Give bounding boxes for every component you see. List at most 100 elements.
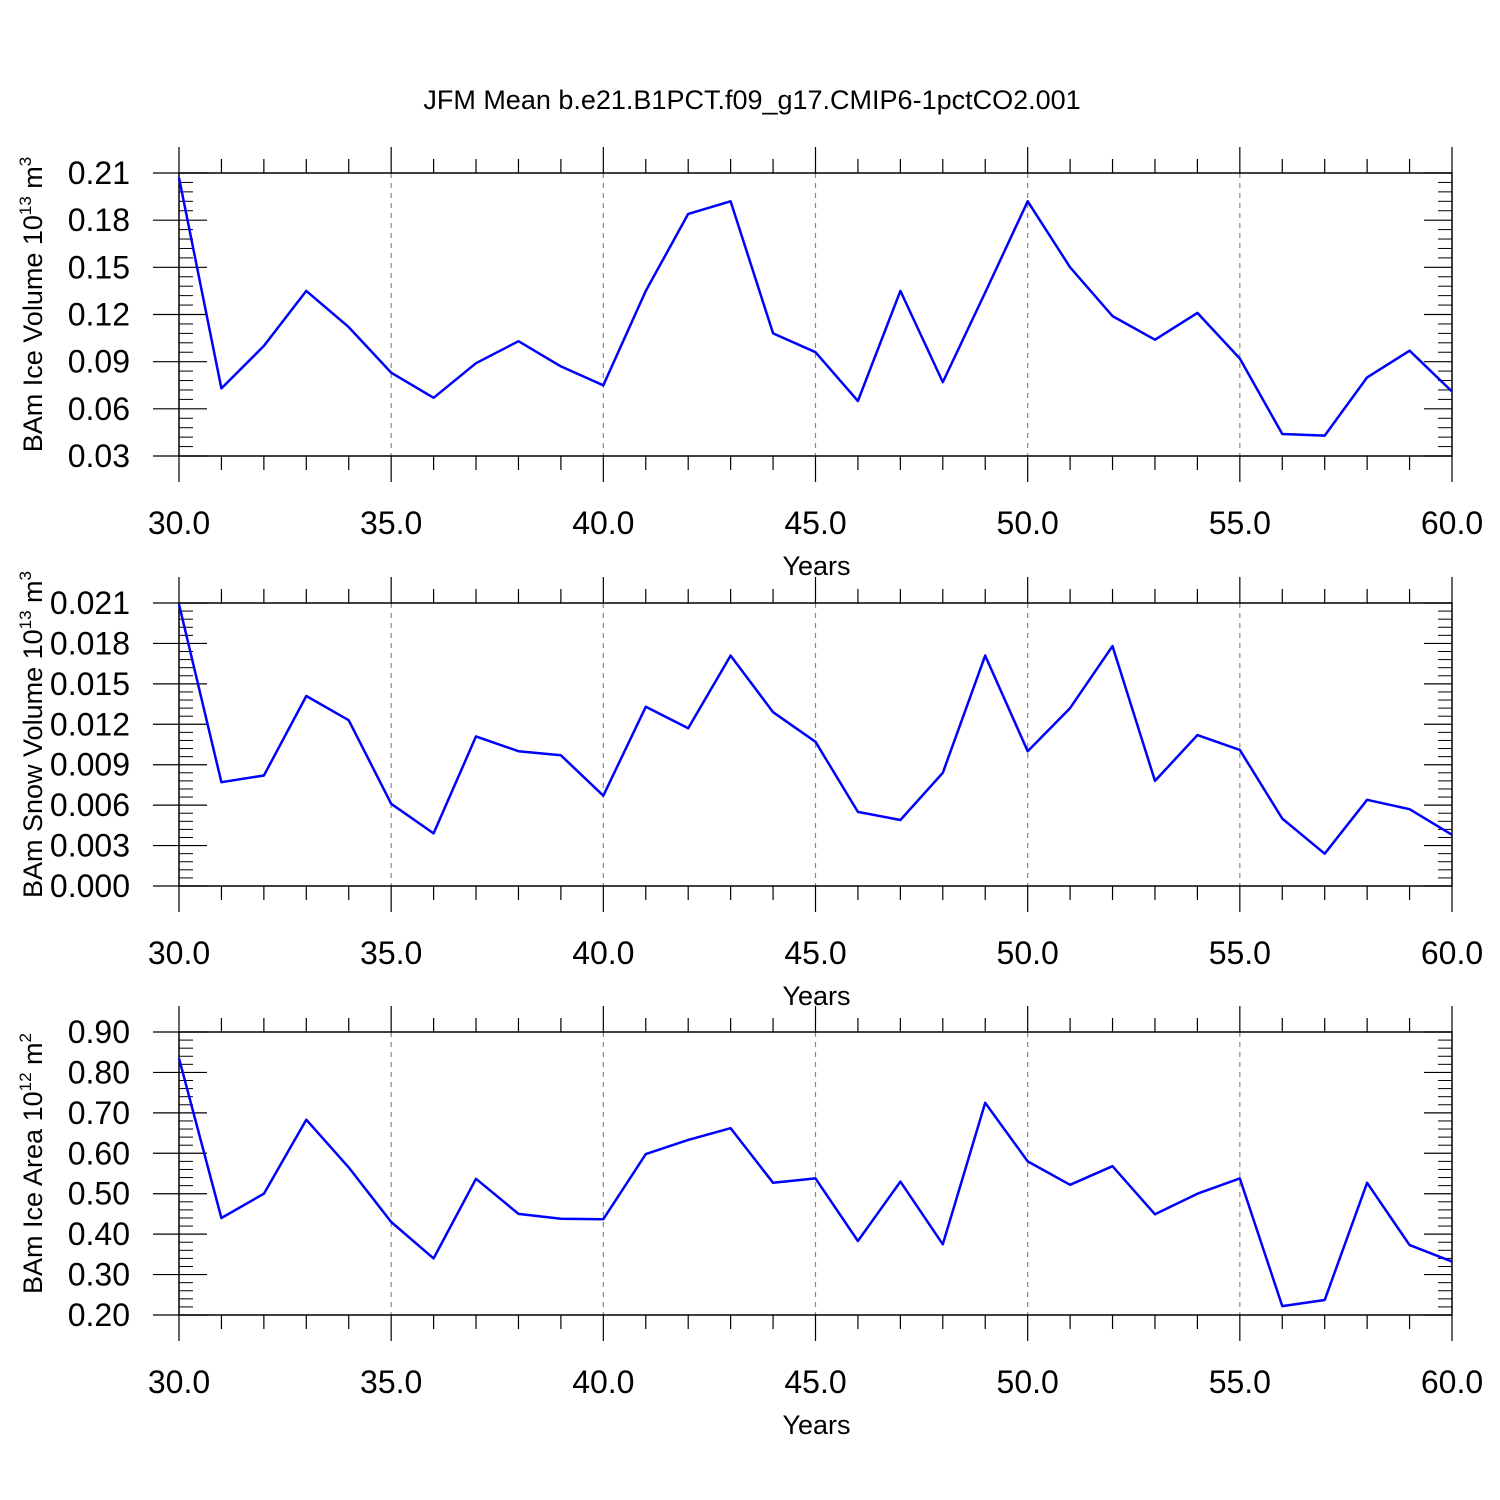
data-point xyxy=(261,343,266,348)
data-point xyxy=(940,380,945,385)
data-point xyxy=(601,383,606,388)
data-point xyxy=(855,809,860,814)
data-point xyxy=(771,331,776,336)
data-point xyxy=(1450,389,1455,394)
y-tick-label: 0.000 xyxy=(50,868,130,904)
x-tick-label: 60.0 xyxy=(1421,505,1483,541)
data-point xyxy=(601,793,606,798)
data-point xyxy=(855,1239,860,1244)
data-point xyxy=(898,288,903,293)
y-tick-label: 0.60 xyxy=(68,1135,130,1171)
data-point xyxy=(1365,797,1370,802)
data-point xyxy=(1152,1212,1157,1217)
data-point xyxy=(1407,1243,1412,1248)
data-point xyxy=(983,1100,988,1105)
y-tick-label: 0.20 xyxy=(68,1297,130,1333)
series-line xyxy=(177,604,1453,855)
data-point xyxy=(686,1137,691,1142)
data-point xyxy=(219,386,224,391)
data-point xyxy=(1110,314,1115,319)
data-point xyxy=(1365,1180,1370,1185)
x-tick-label: 40.0 xyxy=(572,505,634,541)
data-point xyxy=(389,370,394,375)
data-point xyxy=(558,753,563,758)
data-point xyxy=(431,831,436,836)
y-axis-label-part: m xyxy=(18,580,48,610)
data-point xyxy=(431,395,436,400)
data-point xyxy=(1322,851,1327,856)
data-point xyxy=(643,1152,648,1157)
data-point xyxy=(1068,1182,1073,1187)
y-tick-label: 0.003 xyxy=(50,828,130,864)
data-point xyxy=(474,361,479,366)
y-tick-label: 0.021 xyxy=(50,585,130,621)
data-point xyxy=(813,350,818,355)
data-point xyxy=(558,1216,563,1221)
y-axis-label-part: BAm Snow Volume 10 xyxy=(18,629,48,898)
data-point xyxy=(304,693,309,698)
x-tick-label: 35.0 xyxy=(360,1364,422,1400)
x-tick-label: 30.0 xyxy=(148,505,210,541)
data-point xyxy=(474,1176,479,1181)
x-tick-label: 50.0 xyxy=(997,935,1059,971)
data-point xyxy=(1110,644,1115,649)
y-axis-label: BAm Snow Volume 1013 m3 xyxy=(16,571,48,898)
x-tick-label: 60.0 xyxy=(1421,935,1483,971)
y-tick-label: 0.012 xyxy=(50,706,130,742)
data-point xyxy=(1237,747,1242,752)
data-point xyxy=(1110,1164,1115,1169)
data-point xyxy=(983,653,988,658)
y-axis-label-part: BAm Ice Area 10 xyxy=(18,1091,48,1294)
data-point xyxy=(771,1180,776,1185)
y-tick-label: 0.15 xyxy=(68,249,130,285)
data-point xyxy=(1280,816,1285,821)
y-tick-label: 0.30 xyxy=(68,1257,130,1293)
panels: 30.0 35.0 40.0 45.0 50.0 55.0 60.0 Years 0.03 0.0… xyxy=(16,147,1483,1440)
data-point xyxy=(1068,265,1073,270)
data-point xyxy=(983,290,988,295)
data-point xyxy=(304,288,309,293)
data-point xyxy=(219,1215,224,1220)
x-axis-label: Years xyxy=(782,981,850,1011)
panel-2: 30.0 35.0 40.0 45.0 50.0 55.0 60.0 Years 0.000 0.… xyxy=(16,571,1483,1011)
x-tick-label: 40.0 xyxy=(572,1364,634,1400)
y-axis-label-part: m xyxy=(18,166,48,196)
data-point xyxy=(771,710,776,715)
data-point xyxy=(686,726,691,731)
series-line xyxy=(177,177,1453,437)
data-point xyxy=(1237,1176,1242,1181)
y-tick-label: 0.18 xyxy=(68,202,130,238)
x-tick-label: 30.0 xyxy=(148,935,210,971)
y-tick-label: 0.015 xyxy=(50,666,130,702)
y-tick-label: 0.70 xyxy=(68,1095,130,1131)
y-axis-label-superscript: 2 xyxy=(16,1033,35,1042)
data-point xyxy=(389,1220,394,1225)
data-point xyxy=(1152,778,1157,783)
data-point xyxy=(1025,199,1030,204)
data-point xyxy=(813,1176,818,1181)
y-tick-label: 0.90 xyxy=(68,1014,130,1050)
x-tick-label: 50.0 xyxy=(997,505,1059,541)
data-point xyxy=(1322,1298,1327,1303)
data-point xyxy=(1195,310,1200,315)
data-point xyxy=(813,739,818,744)
x-axis-label: Years xyxy=(782,1410,850,1440)
data-point xyxy=(940,1242,945,1247)
y-tick-label: 0.06 xyxy=(68,391,130,427)
y-axis-label-superscript: 3 xyxy=(16,157,35,166)
y-axis-label-superscript: 13 xyxy=(16,196,35,215)
y-tick-label: 0.009 xyxy=(50,747,130,783)
data-point xyxy=(177,1056,182,1061)
y-axis-label: BAm Ice Area 1012 m2 xyxy=(16,1033,48,1294)
y-axis-label-superscript: 13 xyxy=(16,610,35,629)
data-point xyxy=(1068,706,1073,711)
y-tick-label: 0.40 xyxy=(68,1216,130,1252)
data-point xyxy=(516,1211,521,1216)
data-point xyxy=(219,780,224,785)
data-point xyxy=(346,718,351,723)
y-axis-label-part: m xyxy=(18,1042,48,1072)
data-point xyxy=(1450,832,1455,837)
y-tick-label: 0.21 xyxy=(68,155,130,191)
x-tick-label: 55.0 xyxy=(1209,505,1271,541)
